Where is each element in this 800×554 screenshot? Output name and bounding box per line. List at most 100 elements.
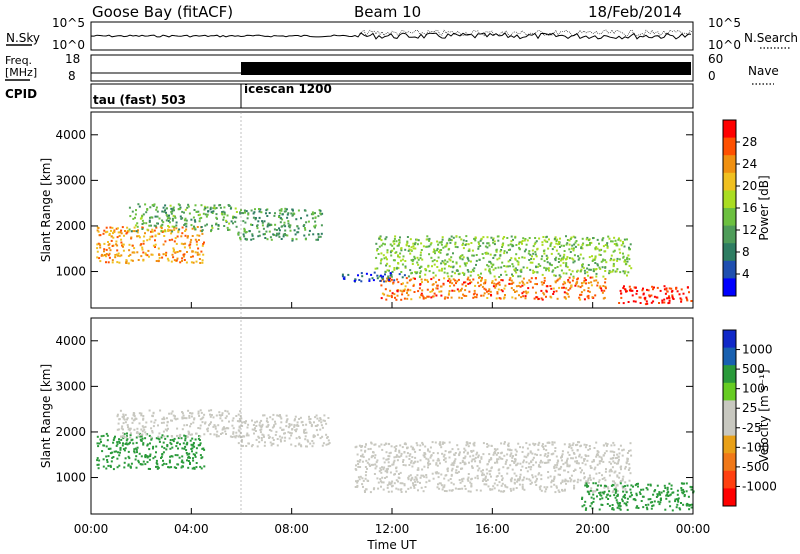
echo-cell xyxy=(557,257,560,260)
echo-cell xyxy=(164,204,167,207)
echo-cell xyxy=(162,253,165,256)
echo-cell xyxy=(535,296,538,299)
echo-cell xyxy=(664,508,667,511)
echo-cell xyxy=(466,256,469,259)
echo-cell xyxy=(584,279,587,282)
echo-cell xyxy=(566,459,568,462)
echo-cell xyxy=(296,225,299,228)
echo-cell xyxy=(101,253,103,256)
echo-cell xyxy=(576,460,579,463)
echo-cell xyxy=(290,434,293,437)
echo-cell xyxy=(574,468,577,471)
echo-cell xyxy=(130,230,133,233)
echo-cell xyxy=(373,473,376,475)
echo-cell xyxy=(466,442,469,445)
echo-cell xyxy=(390,278,393,281)
echo-cell xyxy=(195,243,198,246)
echo-cell xyxy=(237,442,240,445)
echo-cell xyxy=(432,295,435,298)
echo-cell xyxy=(271,436,274,439)
echo-cell xyxy=(190,218,193,221)
echo-cell xyxy=(391,480,394,483)
echo-cell xyxy=(572,261,575,264)
echo-cell xyxy=(203,205,206,208)
echo-cell xyxy=(168,226,171,229)
echo-cell xyxy=(158,254,161,256)
echo-cell xyxy=(115,253,118,256)
echo-cell xyxy=(137,203,140,206)
echo-cell xyxy=(411,263,414,265)
echo-cell xyxy=(142,460,145,463)
echo-cell xyxy=(485,251,488,254)
echo-cell xyxy=(500,266,503,269)
echo-cell xyxy=(570,457,573,460)
echo-cell xyxy=(258,210,261,213)
echo-cell xyxy=(545,267,548,270)
echo-cell xyxy=(421,468,424,471)
echo-cell xyxy=(602,460,605,463)
echo-cell xyxy=(198,253,201,256)
echo-cell xyxy=(593,447,596,449)
echo-cell xyxy=(526,239,529,242)
echo-cell xyxy=(393,247,395,250)
echo-cell xyxy=(139,244,142,247)
echo-cell xyxy=(237,435,240,438)
echo-cell xyxy=(600,458,603,461)
echo-cell xyxy=(563,489,566,492)
echo-cell xyxy=(621,487,624,490)
echo-cell xyxy=(161,210,164,213)
echo-cell xyxy=(570,447,573,450)
echo-cell xyxy=(546,441,549,444)
ytick-label: 1000 xyxy=(55,471,86,485)
echo-cell xyxy=(572,470,575,472)
echo-cell xyxy=(163,435,166,438)
echo-cell xyxy=(382,242,385,245)
echo-cell xyxy=(493,450,496,453)
echo-cell xyxy=(304,435,307,438)
echo-cell xyxy=(446,468,449,471)
echo-cell xyxy=(482,478,485,481)
echo-cell xyxy=(503,236,506,238)
echo-cell xyxy=(193,225,195,228)
echo-cell xyxy=(397,488,400,491)
echo-cell xyxy=(565,243,568,246)
echo-cell xyxy=(479,283,482,286)
echo-cell xyxy=(177,437,180,440)
echo-cell xyxy=(466,278,469,281)
echo-cell xyxy=(361,453,364,456)
echo-cell xyxy=(555,256,558,259)
echo-cell xyxy=(456,444,459,447)
echo-cell xyxy=(179,443,181,446)
echo-cell xyxy=(125,439,128,442)
echo-cell xyxy=(108,256,111,259)
echo-cell xyxy=(128,243,131,246)
echo-cell xyxy=(667,495,670,497)
echo-cell xyxy=(195,447,198,450)
echo-cell xyxy=(603,476,606,479)
echo-cell xyxy=(505,459,508,462)
echo-cell xyxy=(197,210,200,213)
echo-cell xyxy=(167,466,170,469)
echo-cell xyxy=(157,424,159,427)
echo-cell xyxy=(108,252,111,255)
echo-cell xyxy=(492,285,495,288)
echo-cell xyxy=(106,439,109,442)
echo-cell xyxy=(142,240,145,243)
echo-cell xyxy=(441,452,444,455)
echo-cell xyxy=(686,286,689,289)
echo-cell xyxy=(604,266,607,269)
echo-cell xyxy=(183,246,186,249)
echo-cell xyxy=(180,437,183,440)
echo-cell xyxy=(124,457,127,460)
echo-cell xyxy=(189,246,191,249)
echo-cell xyxy=(154,215,157,218)
echo-cell xyxy=(424,278,427,281)
echo-cell xyxy=(243,421,246,423)
echo-cell xyxy=(127,262,130,265)
echo-cell xyxy=(584,446,587,449)
echo-cell xyxy=(431,441,434,444)
echo-cell xyxy=(148,434,151,437)
echo-cell xyxy=(515,487,518,489)
echo-cell xyxy=(140,243,143,246)
echo-cell xyxy=(140,433,142,436)
